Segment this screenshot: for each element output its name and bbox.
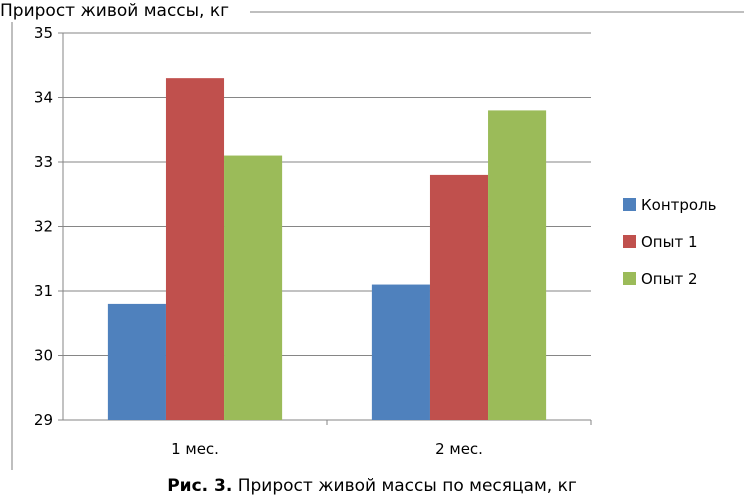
bars: [107, 78, 547, 421]
x-tick-label: 2 мес.: [435, 440, 483, 458]
bar-1-2: [371, 284, 430, 420]
y-tick-labels: 29 30 31 32 33 34 35: [34, 24, 53, 429]
y-tick-label: 30: [34, 347, 53, 365]
chart-title: Прирост живой массы, кг: [0, 1, 229, 21]
legend: Контроль Опыт 1 Опыт 2: [623, 196, 717, 288]
bar-2-1: [165, 78, 225, 421]
legend-swatch: [623, 198, 636, 211]
legend-label: Опыт 1: [641, 233, 698, 251]
legend-swatch: [623, 235, 636, 248]
y-tick-label: 29: [34, 411, 53, 429]
bar-2-2: [429, 174, 489, 420]
y-tick-label: 33: [34, 153, 53, 171]
bar-1-1: [107, 303, 166, 420]
legend-label: Опыт 2: [641, 270, 698, 288]
x-tick-labels: 1 мес. 2 мес.: [171, 440, 483, 458]
figure-caption-label: Рис. 3.: [167, 476, 233, 496]
legend-label: Контроль: [641, 196, 717, 214]
y-tick-label: 32: [34, 218, 53, 236]
y-tick-label: 35: [34, 24, 53, 42]
bar-3-1: [224, 155, 283, 421]
legend-swatch: [623, 272, 636, 285]
figure-caption-text: Прирост живой массы по месяцам, кг: [237, 476, 577, 496]
y-tick-label: 34: [34, 89, 53, 107]
x-tick-label: 1 мес.: [171, 440, 219, 458]
bar-3-2: [488, 110, 547, 421]
y-tick-label: 31: [34, 282, 53, 300]
figure-caption: Рис. 3. Прирост живой массы по месяцам, …: [0, 476, 744, 496]
